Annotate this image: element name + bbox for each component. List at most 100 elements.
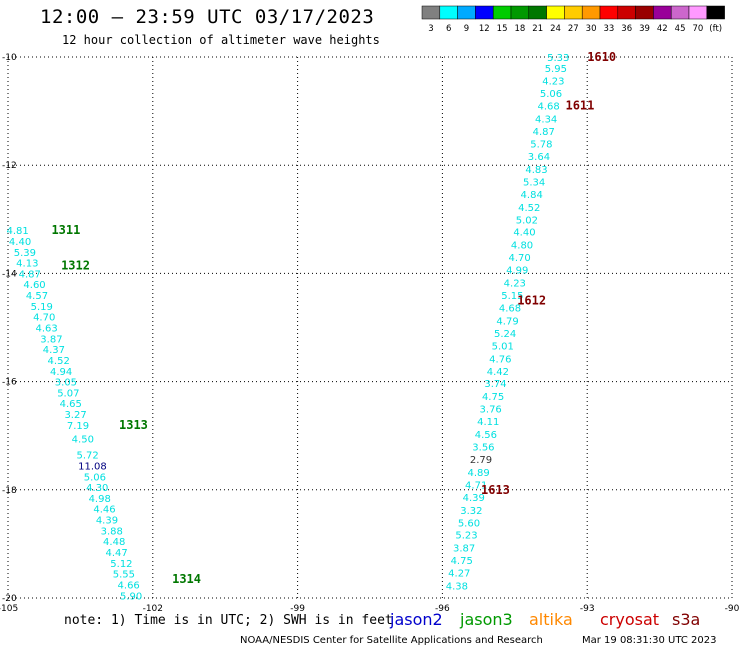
wave-height-value: 5.01 bbox=[492, 341, 514, 352]
colorbar-label: 24 bbox=[550, 24, 561, 34]
wave-height-value: 5.33 bbox=[547, 53, 569, 64]
pass-number-label: 1610 bbox=[587, 50, 616, 64]
wave-height-value: 5.23 bbox=[455, 531, 477, 542]
wave-height-value: 3.27 bbox=[64, 410, 86, 421]
pass-number-label: 1612 bbox=[517, 293, 546, 307]
colorbar-label: 21 bbox=[532, 24, 543, 34]
wave-height-value: 7.19 bbox=[67, 421, 89, 432]
legend-s3a: s3a bbox=[672, 610, 701, 629]
colorbar-swatch bbox=[439, 5, 458, 20]
colorbar-label: 6 bbox=[446, 24, 451, 34]
wave-height-value: 3.64 bbox=[528, 152, 550, 163]
wave-height-value: 3.32 bbox=[460, 506, 482, 517]
wave-height-value: 4.87 bbox=[533, 127, 555, 138]
colorbar-label: 42 bbox=[657, 24, 668, 34]
wave-height-value: 11.08 bbox=[78, 461, 107, 472]
colorbar-swatch bbox=[457, 5, 476, 20]
wave-height-value: 5.19 bbox=[31, 302, 53, 313]
wave-height-value: 4.94 bbox=[50, 367, 72, 378]
wave-height-value: 5.12 bbox=[110, 559, 132, 570]
pass-number-label: 1311 bbox=[51, 223, 80, 237]
wave-height-value: 5.06 bbox=[540, 89, 562, 100]
colorbar-swatch bbox=[599, 5, 619, 20]
wave-height-value: 5.60 bbox=[458, 518, 480, 529]
legend-jason2: jason2 bbox=[390, 610, 443, 629]
colorbar-label: 39 bbox=[639, 24, 650, 34]
wave-height-value: 4.70 bbox=[508, 253, 530, 264]
pass-number-label: 1611 bbox=[565, 99, 594, 113]
colorbar-swatch bbox=[528, 5, 547, 20]
wave-height-value: 4.23 bbox=[504, 279, 526, 290]
wave-height-value: 4.99 bbox=[506, 266, 528, 277]
wave-height-value: 4.83 bbox=[525, 165, 547, 176]
wave-height-value: 4.11 bbox=[477, 417, 499, 428]
y-tick-label: -14 bbox=[2, 269, 17, 279]
colorbar-swatch bbox=[421, 5, 441, 20]
wave-height-value: 3.87 bbox=[40, 334, 62, 345]
colorbar-label: 15 bbox=[497, 24, 508, 34]
colorbar-label: 3 bbox=[428, 24, 433, 34]
wave-height-value: 3.74 bbox=[484, 379, 506, 390]
wave-height-value: 4.27 bbox=[448, 569, 470, 580]
x-tick-label: -96 bbox=[435, 604, 450, 614]
colorbar-label: 30 bbox=[586, 24, 597, 34]
wave-height-value: 3.76 bbox=[480, 405, 502, 416]
wave-height-value: 5.02 bbox=[516, 215, 538, 226]
wave-height-value: 4.52 bbox=[48, 356, 70, 367]
wave-height-value: 3.88 bbox=[101, 526, 123, 537]
colorbar-swatch bbox=[653, 5, 672, 20]
wave-height-value: 4.40 bbox=[9, 237, 31, 248]
wave-height-value: 5.24 bbox=[494, 329, 516, 340]
x-tick-label: -99 bbox=[290, 604, 305, 614]
wave-height-value: 4.34 bbox=[535, 115, 557, 126]
colorbar-label: 36 bbox=[621, 24, 632, 34]
colorbar-label: 70 bbox=[692, 24, 703, 34]
colorbar-swatch bbox=[581, 5, 601, 20]
x-tick-label: -93 bbox=[580, 604, 595, 614]
colorbar-swatch bbox=[688, 5, 708, 20]
wave-height-value: 4.70 bbox=[33, 313, 55, 324]
x-tick-label: -105 bbox=[0, 604, 18, 614]
wave-height-value: 4.38 bbox=[446, 582, 468, 593]
wave-height-value: 4.98 bbox=[89, 494, 111, 505]
y-tick-label: -18 bbox=[2, 486, 17, 496]
wave-height-value: 4.40 bbox=[513, 228, 535, 239]
wave-height-value: 3.56 bbox=[472, 443, 494, 454]
colorbar-label: 33 bbox=[603, 24, 614, 34]
wave-height-value: 4.60 bbox=[23, 280, 45, 291]
wave-height-value: 4.66 bbox=[118, 580, 140, 591]
wave-height-value: 4.63 bbox=[35, 324, 57, 335]
legend-jason3: jason3 bbox=[460, 610, 513, 629]
wave-height-value: 4.89 bbox=[467, 468, 489, 479]
wave-height-value: 4.50 bbox=[72, 434, 94, 445]
wave-height-value: 5.15 bbox=[501, 291, 523, 302]
chart-title: 12:00 – 23:59 UTC 03/17/2023 bbox=[40, 6, 375, 28]
colorbar-label: 27 bbox=[568, 24, 579, 34]
wave-height-value: 4.47 bbox=[105, 548, 127, 559]
colorbar-swatch bbox=[564, 5, 583, 20]
wave-height-value: 4.39 bbox=[96, 516, 118, 527]
wave-height-value: 5.90 bbox=[120, 591, 142, 602]
wave-height-value: 4.52 bbox=[518, 203, 540, 214]
colorbar-label: 18 bbox=[514, 24, 525, 34]
y-tick-label: -20 bbox=[2, 594, 17, 604]
colorbar-label: 12 bbox=[479, 24, 490, 34]
colorbar-swatch bbox=[546, 5, 565, 20]
wave-height-value: 4.87 bbox=[19, 269, 41, 280]
colorbar-label: 9 bbox=[464, 24, 469, 34]
legend-cryosat: cryosat bbox=[600, 610, 660, 629]
legend-altika: altika bbox=[529, 610, 573, 629]
pass-number-label: 1314 bbox=[172, 572, 201, 586]
footer-credit: NOAA/NESDIS Center for Satellite Applica… bbox=[240, 635, 543, 646]
wave-height-value: 4.80 bbox=[511, 241, 533, 252]
wave-height-value: 3.05 bbox=[55, 378, 77, 389]
wave-height-value: 4.76 bbox=[489, 354, 511, 365]
wave-height-value: 4.13 bbox=[16, 259, 38, 270]
wave-height-value: 2.79 bbox=[470, 455, 492, 466]
wave-height-value: 5.07 bbox=[57, 388, 79, 399]
wave-height-value: 4.71 bbox=[465, 480, 487, 491]
wave-height-value: 5.39 bbox=[14, 248, 36, 259]
colorbar-swatch bbox=[492, 5, 512, 20]
colorbar-label: 45 bbox=[675, 24, 686, 34]
